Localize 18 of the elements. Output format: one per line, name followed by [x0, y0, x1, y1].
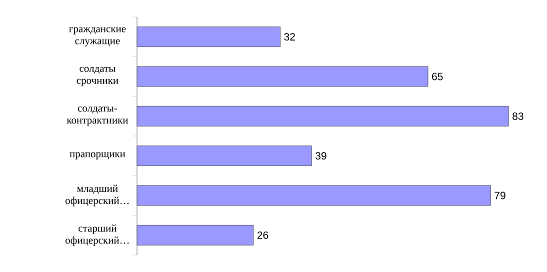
data-label: 83 [512, 112, 524, 120]
y-tick-label: гражданские служащие [69, 27, 126, 46]
bar [136, 224, 254, 246]
data-label: 26 [257, 231, 268, 239]
bar [136, 185, 491, 206]
y-tick-label: солдаты-контрактники [66, 106, 128, 126]
data-label: 39 [316, 152, 326, 160]
y-tick-label: младший офицерский… [66, 184, 129, 206]
bar [136, 106, 509, 126]
bar [136, 66, 428, 87]
y-tick-label: старший офицерский… [66, 224, 129, 246]
data-label: 79 [494, 192, 506, 200]
y-tick-label: солдаты срочники [76, 66, 118, 86]
data-label: 65 [432, 72, 443, 80]
y-tick-label: прапорщики [70, 152, 126, 160]
bar [136, 146, 312, 166]
data-label: 32 [284, 33, 295, 41]
bar [136, 26, 280, 48]
